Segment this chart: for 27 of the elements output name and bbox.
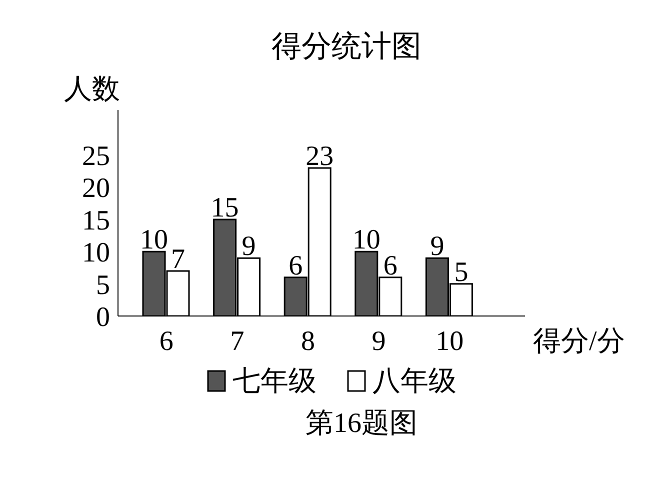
x-tick-label: 7 xyxy=(230,326,244,357)
chart-title: 得分统计图 xyxy=(270,29,422,65)
data-label: 6 xyxy=(288,250,303,282)
x-axis-title: 得分/分 xyxy=(533,326,625,357)
data-label: 10 xyxy=(352,224,380,256)
y-tick-label: 5 xyxy=(96,270,110,301)
x-tick-label: 9 xyxy=(372,326,386,357)
x-tick-label: 6 xyxy=(159,326,174,357)
data-label: 10 xyxy=(140,224,168,256)
data-label: 6 xyxy=(383,250,398,282)
data-label: 7 xyxy=(171,244,185,275)
y-tick-label: 10 xyxy=(82,238,110,269)
data-label: 23 xyxy=(306,140,334,172)
y-tick-label: 0 xyxy=(96,302,110,333)
legend-label: 七年级 xyxy=(232,365,316,399)
data-label: 5 xyxy=(454,256,468,288)
data-label: 9 xyxy=(430,231,444,262)
y-tick-label: 15 xyxy=(82,205,110,236)
y-axis-title: 人数 xyxy=(64,74,120,105)
x-tick-label: 8 xyxy=(301,326,315,357)
text: 第16题图 xyxy=(304,407,418,441)
data-label: 15 xyxy=(210,192,239,224)
y-tick-label: 25 xyxy=(82,141,110,172)
x-tick-label: 10 xyxy=(436,326,464,357)
y-tick-label: 20 xyxy=(82,173,110,204)
legend-label: 八年级 xyxy=(372,365,456,399)
data-label: 9 xyxy=(242,231,256,262)
